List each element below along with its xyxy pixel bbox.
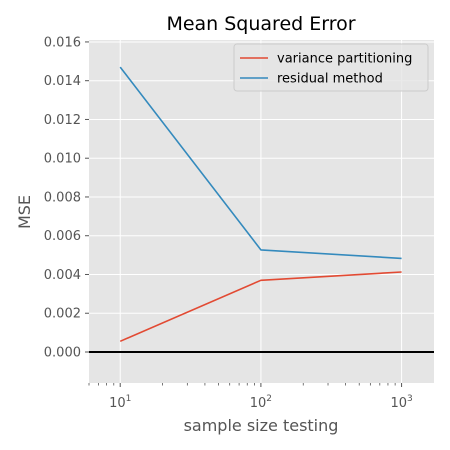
y-tick-label: 0.000 — [44, 345, 81, 360]
y-tick-label: 0.010 — [44, 152, 81, 167]
y-tick-label: 0.012 — [44, 113, 81, 128]
legend-label: residual method — [277, 72, 383, 87]
y-tick-label: 0.016 — [44, 35, 81, 50]
y-tick-label: 0.006 — [44, 229, 81, 244]
chart-title: Mean Squared Error — [166, 13, 355, 35]
legend-label: variance partitioning — [277, 52, 412, 67]
y-tick-labels: 0.000 0.002 0.004 0.006 0.008 0.010 0.012 0.014… — [44, 35, 81, 360]
y-tick-label: 0.014 — [44, 74, 81, 89]
legend: variance partitioning residual method — [234, 44, 428, 91]
y-tick-label: 0.008 — [44, 190, 81, 205]
y-axis-label: MSE — [15, 195, 34, 229]
y-tick-label: 0.002 — [44, 307, 81, 322]
y-tick-label: 0.004 — [44, 268, 81, 283]
x-axis-label: sample size testing — [184, 416, 339, 435]
